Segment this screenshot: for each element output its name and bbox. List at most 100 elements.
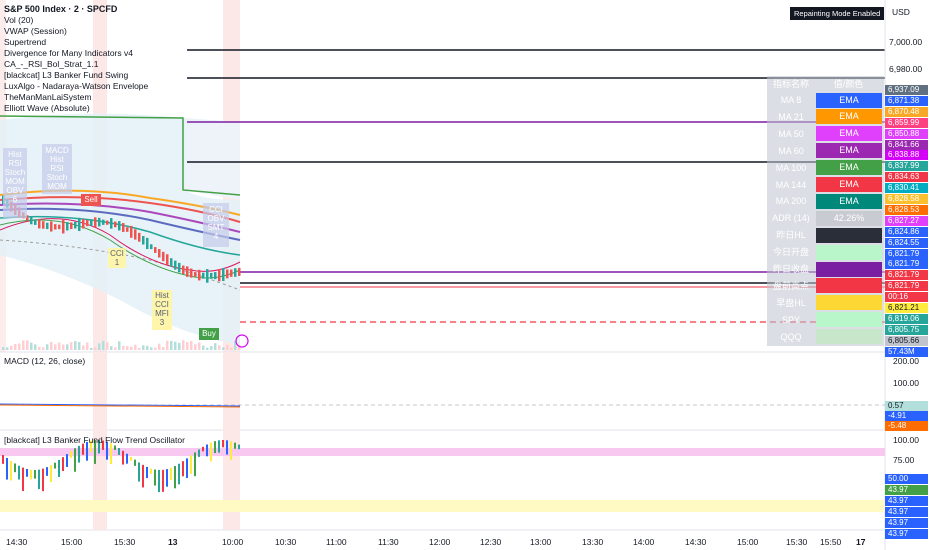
volume-bar bbox=[10, 345, 13, 350]
oscillator-bar bbox=[14, 463, 16, 473]
price-badge: 6,827.27 bbox=[885, 215, 928, 226]
volume-bar bbox=[170, 340, 173, 350]
ma-table-value bbox=[816, 261, 882, 277]
oscillator-bar bbox=[74, 448, 76, 472]
price-badge: 6,937.09 bbox=[885, 85, 928, 95]
price-badge: 6,821.79 bbox=[885, 281, 928, 292]
candle bbox=[90, 219, 93, 226]
time-tick: 15:30 bbox=[114, 537, 136, 547]
ma-table-label: QQQ bbox=[780, 331, 802, 342]
candle bbox=[26, 215, 29, 221]
indicator-supertrend[interactable]: Supertrend bbox=[4, 37, 47, 47]
ma-table-label: SPY bbox=[781, 314, 800, 325]
osc-tick: 100.00 bbox=[893, 435, 919, 445]
volume-bar bbox=[190, 340, 193, 350]
osc-badge: 43.97 bbox=[885, 518, 928, 528]
price-badge: 6,834.63 bbox=[885, 172, 928, 183]
oscillator-bar bbox=[170, 467, 172, 481]
volume-bar bbox=[230, 347, 233, 350]
oscillator-bar bbox=[206, 444, 208, 457]
volume-bar bbox=[202, 345, 205, 350]
oscillator-bar bbox=[142, 464, 144, 488]
oscillator-bar bbox=[102, 440, 104, 450]
candle bbox=[142, 236, 145, 245]
oscillator-bar bbox=[78, 445, 80, 463]
oscillator-bar bbox=[26, 468, 28, 477]
volume-bar bbox=[162, 347, 165, 350]
oscillator-bar bbox=[6, 457, 8, 480]
volume-bar bbox=[234, 340, 237, 350]
currency-label[interactable]: USD bbox=[892, 7, 910, 17]
time-tick: 14:30 bbox=[685, 537, 707, 547]
candle bbox=[30, 216, 33, 225]
volume-bar bbox=[90, 347, 93, 350]
candle bbox=[226, 269, 229, 279]
volume-bar bbox=[82, 345, 85, 350]
cci-divergence-label: CCI 1 bbox=[110, 249, 124, 267]
candle bbox=[82, 218, 85, 229]
price-badge: 6,828.58 bbox=[885, 194, 928, 204]
macd-title[interactable]: MACD (12, 26, close) bbox=[4, 356, 86, 366]
price-badge: 6,837.99 bbox=[885, 161, 928, 172]
candle bbox=[50, 221, 53, 232]
candle bbox=[130, 225, 133, 238]
indicator-banker-swing[interactable]: [blackcat] L3 Banker Fund Swing bbox=[4, 70, 129, 80]
volume-bar bbox=[210, 346, 213, 350]
volume-bar bbox=[158, 343, 161, 350]
indicator-elliott[interactable]: Elliott Wave (Absolute) bbox=[4, 103, 90, 113]
volume-bar bbox=[146, 345, 149, 350]
ma-table-label: 盘前高点 bbox=[772, 280, 809, 291]
oscillator-bar bbox=[118, 448, 120, 455]
ma-table-label: MA 200 bbox=[775, 196, 807, 207]
candle bbox=[110, 218, 113, 229]
indicator-manman[interactable]: TheManManLaiSystem bbox=[4, 92, 92, 102]
oscillator-bar bbox=[238, 444, 240, 450]
oscillator-bar bbox=[158, 469, 160, 493]
oscillator-bar bbox=[154, 469, 156, 486]
oscillator-bar bbox=[42, 468, 44, 492]
symbol-title[interactable]: S&P 500 Index · 2 · SPCFD bbox=[4, 4, 118, 14]
indicator-vwap[interactable]: VWAP (Session) bbox=[4, 26, 67, 36]
oscillator-title[interactable]: [blackcat] L3 Banker Fund Flow Trend Osc… bbox=[4, 435, 185, 445]
macd-badge-hist: -5.48 bbox=[885, 421, 928, 431]
oscillator-bar bbox=[182, 461, 184, 477]
ma-table-header-name: 指标名称 bbox=[772, 79, 809, 89]
price-badge: 6,859.99 bbox=[885, 117, 928, 128]
volume-bar bbox=[110, 346, 113, 350]
indicator-nadaraya[interactable]: LuxAlgo - Nadaraya-Watson Envelope bbox=[4, 81, 149, 91]
candle bbox=[78, 217, 81, 232]
volume-bar bbox=[30, 342, 33, 350]
volume-bar bbox=[86, 342, 89, 350]
oscillator-bar bbox=[50, 465, 52, 483]
ma-table-value: EMA bbox=[816, 160, 882, 176]
volume-bar bbox=[142, 345, 145, 350]
volume-bar bbox=[226, 344, 229, 350]
ma-table-label: ADR (14) bbox=[772, 213, 810, 224]
oscillator-bar bbox=[162, 469, 164, 492]
indicator-divergence[interactable]: Divergence for Many Indicators v4 bbox=[4, 48, 133, 58]
indicator-rsi-bol[interactable]: CA_-_RSI_Bol_Strat_1.1 bbox=[4, 59, 99, 69]
indicator-vol[interactable]: Vol (20) bbox=[4, 15, 34, 25]
volume-bar bbox=[114, 347, 117, 350]
time-tick: 17 bbox=[856, 537, 866, 547]
oscillator-bar bbox=[210, 442, 212, 462]
volume-bar bbox=[206, 347, 209, 350]
volume-bar bbox=[78, 342, 81, 350]
candle bbox=[38, 218, 41, 229]
candle bbox=[126, 227, 129, 232]
osc-badge: 43.97 bbox=[885, 496, 928, 506]
candle bbox=[138, 232, 141, 242]
price-tick: 7,000.00 bbox=[889, 37, 923, 47]
volume-bar bbox=[186, 341, 189, 350]
candle bbox=[150, 244, 153, 250]
oscillator-bar bbox=[94, 440, 96, 464]
volume-bar bbox=[74, 341, 77, 350]
oscillator-bar bbox=[138, 462, 140, 482]
candle bbox=[230, 269, 233, 277]
price-tick: 6,980.00 bbox=[889, 64, 923, 74]
time-tick: 11:00 bbox=[326, 537, 347, 547]
candle bbox=[54, 224, 57, 230]
candle bbox=[86, 220, 89, 227]
time-tick: 11:30 bbox=[378, 537, 399, 547]
candle bbox=[190, 268, 193, 278]
